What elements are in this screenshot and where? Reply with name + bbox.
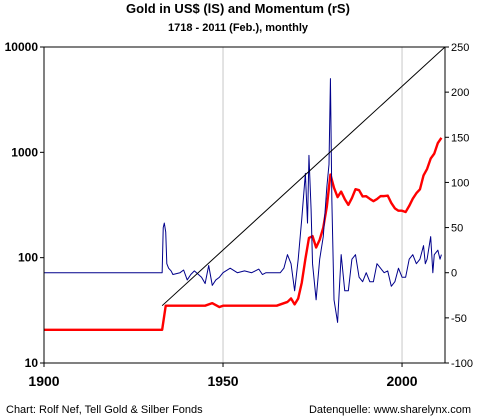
left-tick-label-10: 10 [25, 356, 39, 370]
left-tick-label-1000: 1000 [11, 145, 38, 159]
plot-series [44, 47, 445, 331]
credit-right: Datenquelle: www.sharelynx.com [309, 404, 471, 416]
x-tick-label-1950: 1950 [207, 373, 238, 389]
x-axis-ticks: 1900 1950 2000 [28, 363, 418, 389]
x-tick-label-1900: 1900 [28, 373, 59, 389]
series-line-gold-0 [44, 137, 443, 331]
right-tick-label-50: 50 [451, 223, 463, 235]
right-tick-label--50: -50 [451, 313, 467, 325]
right-tick-label-0: 0 [451, 268, 457, 280]
right-tick-label-250: 250 [451, 42, 469, 54]
credit-left: Chart: Rolf Nef, Tell Gold & Silber Fond… [6, 404, 203, 416]
series-line-trend-2 [161, 47, 445, 307]
left-tick-label-100: 100 [18, 251, 38, 265]
plot-area-frame [43, 46, 446, 364]
left-tick-label-10000: 10000 [5, 40, 39, 54]
right-tick-label-150: 150 [451, 132, 469, 144]
series-line-momentum-1 [44, 78, 442, 323]
chart-title: Gold in US$ (lS) and Momentum (rS) [126, 1, 350, 16]
right-tick-label-100: 100 [451, 177, 469, 189]
right-axis-ticks: -100 -50 0 50 100 150 200 250 [445, 42, 473, 370]
right-tick-label--100: -100 [451, 358, 473, 370]
right-tick-label-200: 200 [451, 87, 469, 99]
left-axis-ticks: 10 100 1000 10000 [5, 40, 44, 370]
chart-subtitle: 1718 - 2011 (Feb.), monthly [168, 22, 309, 34]
x-tick-label-2000: 2000 [386, 373, 417, 389]
